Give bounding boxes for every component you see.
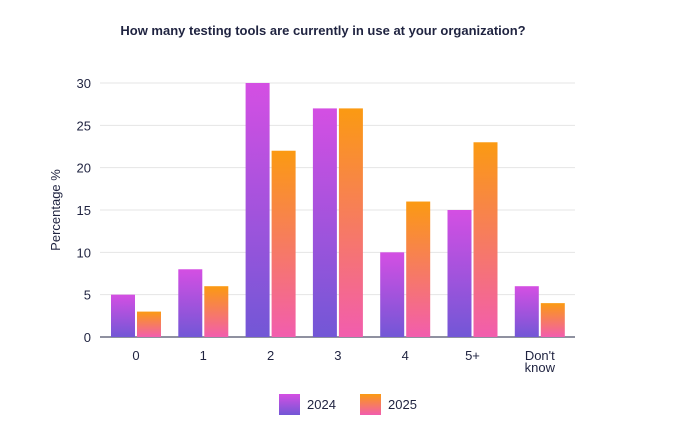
x-tick-label: Don't know [525, 348, 556, 375]
x-axis-ticks: 0 1 2 3 4 5+ Don't know [132, 348, 555, 375]
bar-2024-5 [447, 210, 472, 337]
bar-2024-1 [178, 269, 203, 337]
bar-2025-4 [406, 201, 431, 337]
chart-title: How many testing tools are currently in … [120, 23, 525, 38]
bar-2025-1 [204, 286, 229, 337]
y-tick-label: 30 [77, 76, 91, 91]
bar-2024-0 [111, 294, 135, 337]
legend-label-2025: 2025 [388, 397, 417, 412]
y-tick-label: 5 [84, 288, 91, 303]
legend-label-2024: 2024 [307, 397, 336, 412]
bar-2025-6 [540, 303, 565, 337]
bars [111, 83, 565, 338]
y-tick-label: 10 [77, 245, 91, 260]
x-tick-label: 1 [200, 348, 207, 363]
bar-2025-0 [137, 311, 161, 337]
legend-swatch-2025 [360, 394, 381, 415]
y-tick-label: 25 [77, 118, 91, 133]
y-tick-label: 0 [84, 330, 91, 345]
x-tick-label: 4 [402, 348, 409, 363]
bar-2025-3 [338, 108, 363, 338]
y-axis-label: Percentage % [48, 169, 63, 251]
legend-swatch-2024 [279, 394, 300, 415]
y-tick-label: 20 [77, 161, 91, 176]
x-tick-label: 0 [132, 348, 139, 363]
x-tick-label: 5+ [465, 348, 480, 363]
gridlines [100, 82, 575, 338]
bar-2025-5 [473, 142, 498, 337]
bar-2024-3 [312, 108, 337, 338]
bar-2024-2 [245, 83, 270, 337]
legend: 2024 2025 [279, 394, 417, 415]
bar-2024-6 [514, 286, 539, 337]
bar-2025-2 [271, 150, 296, 337]
x-tick-label: 3 [334, 348, 341, 363]
x-tick-label: 2 [267, 348, 274, 363]
bar-2024-4 [380, 252, 405, 337]
y-axis-ticks: 0 5 10 15 20 25 30 [77, 76, 91, 345]
y-tick-label: 15 [77, 203, 91, 218]
